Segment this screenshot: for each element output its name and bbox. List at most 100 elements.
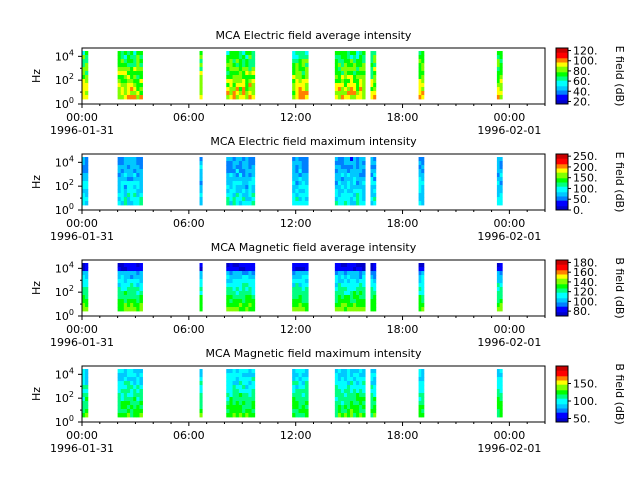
heatmap-cell: [139, 55, 143, 60]
heatmap-cell: [126, 83, 131, 88]
heatmap-cell: [418, 299, 422, 304]
heatmap-cell: [199, 409, 203, 414]
heatmap-cell: [229, 67, 233, 72]
heatmap-cell: [226, 165, 230, 170]
colorbar-segment: [556, 274, 568, 276]
heatmap-cell: [350, 263, 354, 268]
heatmap-cell: [350, 177, 354, 182]
heatmap-cell: [120, 75, 125, 80]
colorbar-segment: [556, 52, 568, 55]
heatmap-cell: [235, 299, 240, 304]
heatmap-cell: [130, 385, 134, 390]
heatmap-cell: [248, 409, 252, 414]
heatmap-cell: [370, 279, 374, 284]
heatmap-cell: [301, 397, 306, 402]
heatmap-cell: [353, 161, 357, 166]
heatmap-cell: [123, 369, 128, 374]
heatmap-cell: [337, 173, 342, 178]
colorbar-segment: [556, 78, 568, 81]
heatmap-cell: [235, 291, 240, 296]
heatmap-cell: [84, 299, 89, 304]
heatmap-cell: [356, 299, 360, 304]
heatmap-cell: [248, 377, 252, 382]
heatmap-cell: [304, 381, 309, 386]
heatmap-cell: [295, 405, 299, 410]
heatmap-cell: [353, 75, 357, 80]
heatmap-cell: [373, 197, 377, 202]
heatmap-cell: [359, 373, 363, 378]
heatmap-cell: [356, 401, 360, 406]
heatmap-cell: [298, 91, 303, 96]
heatmap-cell: [84, 279, 89, 284]
heatmap-cell: [292, 63, 296, 68]
heatmap-cell: [362, 169, 366, 174]
colorbar-segment: [556, 98, 568, 101]
heatmap-cell: [136, 405, 140, 410]
heatmap-cell: [139, 263, 143, 268]
heatmap-cell: [353, 287, 357, 292]
heatmap-cell: [350, 303, 354, 308]
heatmap-cell: [133, 381, 137, 386]
colorbar-tick-label: 80.: [573, 305, 591, 318]
heatmap-cell: [130, 197, 134, 202]
heatmap-cell: [199, 279, 203, 284]
colorbar-segment: [556, 382, 568, 385]
heatmap-cell: [356, 87, 360, 92]
heatmap-cell: [84, 201, 89, 206]
heatmap-cell: [199, 75, 203, 80]
heatmap-cell: [346, 75, 351, 80]
heatmap-cell: [421, 185, 425, 190]
heatmap-cell: [334, 385, 339, 390]
x-tick-label: 18:00: [387, 323, 419, 336]
heatmap-cell: [245, 185, 249, 190]
heatmap-cell: [117, 373, 122, 378]
heatmap-cell: [232, 381, 237, 386]
heatmap-cell: [301, 283, 306, 288]
heatmap-cell: [370, 389, 374, 394]
heatmap-cell: [340, 267, 345, 272]
heatmap-cell: [421, 263, 425, 268]
heatmap-cell: [343, 283, 348, 288]
heatmap-cell: [343, 79, 348, 84]
heatmap-cell: [295, 373, 299, 378]
heatmap-cell: [298, 51, 303, 56]
heatmap-cell: [496, 189, 500, 194]
heatmap-cell: [362, 291, 366, 296]
heatmap-cell: [356, 177, 360, 182]
heatmap-cell: [350, 165, 354, 170]
heatmap-cell: [353, 59, 357, 64]
heatmap-cell: [238, 385, 243, 390]
heatmap-cell: [362, 71, 366, 76]
heatmap-cell: [139, 295, 143, 300]
x-tick-label: 00:00: [66, 111, 98, 124]
heatmap-cell: [346, 67, 351, 72]
heatmap-cell: [418, 197, 422, 202]
heatmap-cell: [346, 291, 351, 296]
heatmap-cell: [139, 385, 143, 390]
heatmap-cell: [362, 283, 366, 288]
heatmap-cell: [499, 287, 503, 292]
heatmap-cell: [133, 291, 137, 296]
heatmap-cell: [232, 295, 237, 300]
heatmap-cell: [362, 287, 366, 292]
heatmap-cell: [301, 409, 306, 414]
heatmap-cell: [235, 381, 240, 386]
heatmap-cell: [350, 87, 354, 92]
heatmap-cell: [340, 413, 345, 418]
heatmap-cell: [301, 177, 306, 182]
colorbar-segment: [556, 304, 568, 307]
x-tick-date: 1996-02-01: [477, 230, 541, 243]
heatmap-cell: [82, 389, 86, 394]
heatmap-cell: [301, 303, 306, 308]
heatmap-cell: [350, 83, 354, 88]
heatmap-cell: [133, 397, 137, 402]
heatmap-cell: [248, 169, 252, 174]
heatmap-cell: [418, 401, 422, 406]
heatmap-cell: [126, 397, 131, 402]
heatmap-cell: [251, 71, 256, 76]
heatmap-cell: [295, 87, 299, 92]
heatmap-cell: [301, 369, 306, 374]
heatmap-cell: [496, 385, 500, 390]
heatmap-cell: [373, 67, 377, 72]
heatmap-cell: [248, 381, 252, 386]
